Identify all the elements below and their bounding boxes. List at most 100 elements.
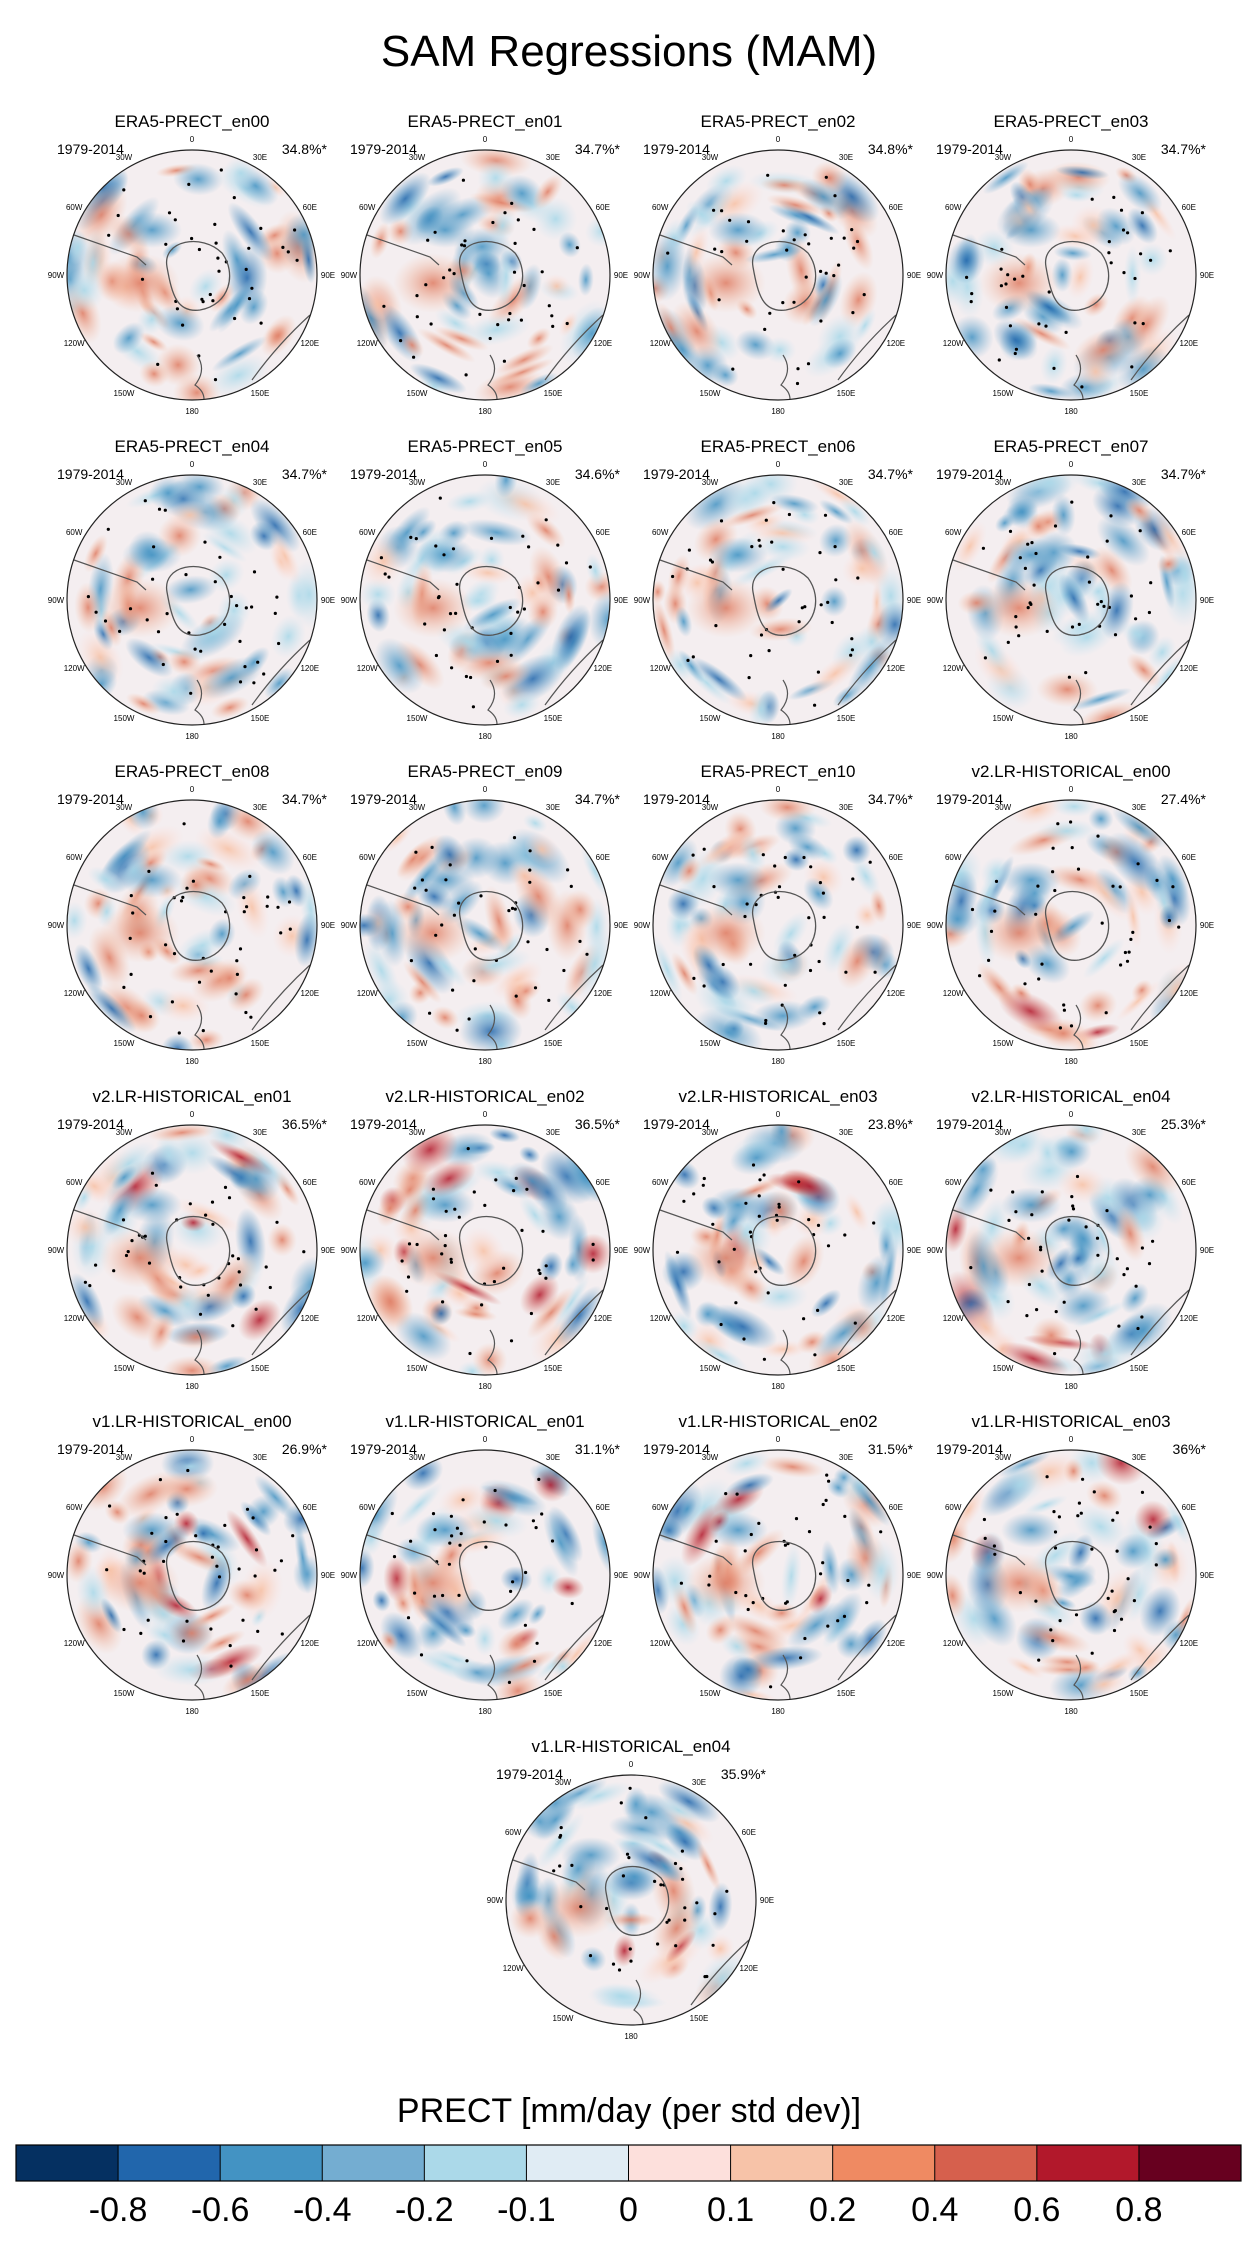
longitude-label: 120W bbox=[357, 1639, 378, 1648]
precip-field bbox=[653, 800, 903, 1050]
longitude-label: 90W bbox=[341, 921, 358, 930]
longitude-label: 150W bbox=[993, 389, 1014, 398]
longitude-label: 120E bbox=[593, 664, 612, 673]
longitude-label: 30E bbox=[839, 478, 853, 487]
longitude-label: 150E bbox=[251, 1689, 270, 1698]
longitude-label: 30E bbox=[546, 478, 560, 487]
longitude-label: 150E bbox=[251, 714, 270, 723]
longitude-label: 30E bbox=[839, 1453, 853, 1462]
longitude-label: 150E bbox=[544, 1364, 563, 1373]
longitude-label: 90W bbox=[487, 1896, 504, 1905]
longitude-label: 30W bbox=[702, 153, 719, 162]
longitude-label: 30E bbox=[1132, 478, 1146, 487]
longitude-label: 150W bbox=[993, 714, 1014, 723]
longitude-label: 150W bbox=[407, 389, 428, 398]
precip-field bbox=[946, 1125, 1196, 1375]
panel-period: 1979-2014 bbox=[350, 1441, 417, 1457]
panel-title: ERA5-PRECT_en10 bbox=[701, 762, 856, 781]
map-border bbox=[945, 799, 1197, 1051]
longitude-label: 150E bbox=[1130, 389, 1149, 398]
longitude-label: 90E bbox=[760, 1896, 774, 1905]
longitude-label: 60W bbox=[505, 1828, 522, 1837]
longitude-label: 90E bbox=[1200, 1571, 1214, 1580]
longitude-label: 30E bbox=[546, 1453, 560, 1462]
longitude-label: 0 bbox=[190, 1435, 195, 1444]
longitude-label: 30E bbox=[1132, 1453, 1146, 1462]
precip-field bbox=[360, 475, 610, 725]
longitude-label: 120E bbox=[300, 989, 319, 998]
precip-field bbox=[653, 150, 903, 400]
longitude-label: 0 bbox=[1069, 1110, 1074, 1119]
panel-variance: 27.4%* bbox=[1161, 791, 1207, 807]
panel-period: 1979-2014 bbox=[936, 1441, 1003, 1457]
longitude-label: 150E bbox=[251, 389, 270, 398]
longitude-label: 150E bbox=[1130, 1364, 1149, 1373]
map-border bbox=[652, 474, 904, 726]
panel-title: v2.LR-HISTORICAL_en02 bbox=[385, 1087, 584, 1106]
panel-title: v2.LR-HISTORICAL_en03 bbox=[678, 1087, 877, 1106]
colorbar: -0.8 -0.6 -0.4 -0.2 -0.1 0 0.1 0.2 0.4 0.6 0.8 bbox=[15, 2144, 1242, 2229]
longitude-label: 60E bbox=[596, 1503, 610, 1512]
panel-variance: 34.7%* bbox=[282, 791, 328, 807]
longitude-label: 0 bbox=[190, 460, 195, 469]
map-border bbox=[945, 149, 1197, 401]
panel-variance: 34.8%* bbox=[282, 141, 328, 157]
longitude-label: 120E bbox=[886, 989, 905, 998]
precip-field bbox=[67, 150, 317, 400]
map-panel: ERA5-PRECT_en00 1979-2014 34.8%* 0 30E 60E 90E… bbox=[48, 112, 335, 416]
longitude-label: 90W bbox=[48, 1571, 65, 1580]
longitude-label: 30W bbox=[116, 1453, 133, 1462]
panel-period: 1979-2014 bbox=[57, 1441, 124, 1457]
map-border bbox=[359, 1449, 611, 1701]
panel-title: v1.LR-HISTORICAL_en01 bbox=[385, 1412, 584, 1431]
longitude-label: 120W bbox=[943, 1314, 964, 1323]
panel-title: ERA5-PRECT_en09 bbox=[408, 762, 563, 781]
longitude-label: 0 bbox=[776, 135, 781, 144]
precip-field bbox=[360, 800, 610, 1050]
longitude-label: 120W bbox=[650, 664, 671, 673]
longitude-label: 30E bbox=[839, 803, 853, 812]
longitude-label: 120E bbox=[739, 1964, 758, 1973]
map-border bbox=[359, 1124, 611, 1376]
map-panel: ERA5-PRECT_en04 1979-2014 34.7%* 0 30E 60E 90E… bbox=[48, 437, 335, 741]
longitude-label: 60W bbox=[66, 528, 83, 537]
longitude-label: 90W bbox=[341, 271, 358, 280]
longitude-label: 60W bbox=[652, 853, 669, 862]
longitude-label: 30W bbox=[702, 1453, 719, 1462]
longitude-label: 150W bbox=[114, 714, 135, 723]
longitude-label: 90E bbox=[1200, 921, 1214, 930]
longitude-label: 0 bbox=[483, 460, 488, 469]
longitude-label: 30W bbox=[116, 803, 133, 812]
longitude-label: 60W bbox=[945, 203, 962, 212]
longitude-label: 30E bbox=[546, 153, 560, 162]
longitude-label: 180 bbox=[478, 1707, 492, 1716]
longitude-label: 30W bbox=[116, 1128, 133, 1137]
longitude-label: 30W bbox=[995, 1453, 1012, 1462]
longitude-label: 30W bbox=[409, 153, 426, 162]
precip-field bbox=[67, 800, 317, 1050]
longitude-label: 60E bbox=[303, 853, 317, 862]
longitude-label: 180 bbox=[771, 1707, 785, 1716]
longitude-label: 180 bbox=[1064, 1382, 1078, 1391]
longitude-label: 150E bbox=[1130, 1039, 1149, 1048]
longitude-label: 90E bbox=[1200, 1246, 1214, 1255]
longitude-label: 120W bbox=[943, 339, 964, 348]
longitude-label: 30W bbox=[409, 1128, 426, 1137]
longitude-label: 120W bbox=[357, 989, 378, 998]
longitude-label: 0 bbox=[629, 1760, 634, 1769]
longitude-label: 90E bbox=[321, 1571, 335, 1580]
precip-field bbox=[653, 475, 903, 725]
longitude-label: 150W bbox=[114, 1039, 135, 1048]
longitude-label: 150E bbox=[544, 389, 563, 398]
panel-variance: 25.3%* bbox=[1161, 1116, 1207, 1132]
longitude-label: 120E bbox=[593, 1639, 612, 1648]
longitude-label: 180 bbox=[1064, 1057, 1078, 1066]
longitude-label: 90W bbox=[927, 1246, 944, 1255]
longitude-label: 30E bbox=[546, 803, 560, 812]
longitude-label: 60E bbox=[596, 528, 610, 537]
longitude-label: 90W bbox=[634, 271, 651, 280]
longitude-label: 90W bbox=[927, 596, 944, 605]
longitude-label: 90E bbox=[907, 271, 921, 280]
map-panel: ERA5-PRECT_en10 1979-2014 34.7%* 0 30E 60E 90E… bbox=[634, 762, 921, 1066]
